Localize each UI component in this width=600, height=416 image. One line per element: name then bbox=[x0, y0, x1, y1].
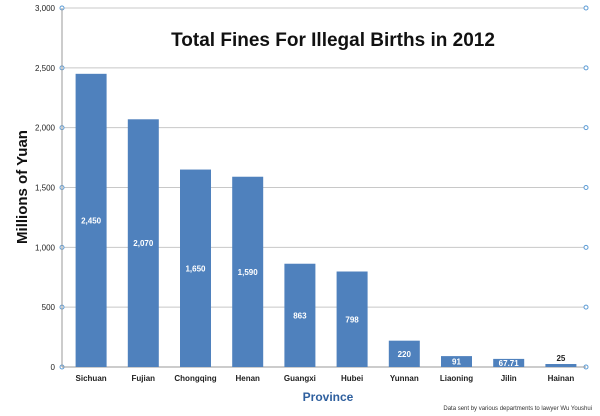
chart-title: Total Fines For Illegal Births in 2012 bbox=[171, 30, 495, 51]
gridline-marker-right bbox=[583, 5, 589, 11]
data-label: 1,590 bbox=[238, 268, 259, 277]
labels: 2,450 Sichuan 2,070 Fujian 1,650 Chongqing 1,5… bbox=[76, 216, 575, 383]
y-tick-label: 1,000 bbox=[35, 243, 56, 252]
x-axis-label: Province bbox=[303, 390, 354, 404]
gridline-marker-right bbox=[583, 304, 589, 310]
bar bbox=[441, 356, 472, 367]
data-label: 798 bbox=[345, 315, 359, 324]
y-tick-label: 3,000 bbox=[35, 4, 56, 13]
data-label: 2,070 bbox=[133, 239, 154, 248]
x-tick-label: Hubei bbox=[341, 374, 363, 383]
bar bbox=[388, 340, 420, 367]
data-label: 220 bbox=[398, 350, 412, 359]
y-tick-label: 0 bbox=[51, 363, 56, 372]
bar bbox=[284, 263, 316, 367]
y-axis-label: Millions of Yuan bbox=[14, 130, 31, 244]
x-tick-label: Guangxi bbox=[284, 374, 316, 383]
gridline-marker-right bbox=[583, 65, 589, 71]
bar bbox=[545, 364, 577, 367]
x-tick-label: Henan bbox=[235, 374, 260, 383]
x-tick-label: Chongqing bbox=[174, 374, 216, 383]
bar bbox=[180, 169, 211, 367]
y-tick-label: 2,500 bbox=[35, 64, 56, 73]
bar bbox=[336, 271, 368, 367]
y-tick-label: 2,000 bbox=[35, 124, 56, 133]
x-tick-label: Jilin bbox=[501, 374, 517, 383]
gridline-marker-right bbox=[583, 244, 589, 250]
source-note: Data sent by various departments to lawy… bbox=[443, 406, 592, 412]
x-tick-label: Hainan bbox=[548, 374, 575, 383]
y-tick-label: 1,500 bbox=[35, 184, 56, 193]
data-label: 25 bbox=[556, 354, 565, 363]
bar bbox=[232, 176, 264, 367]
data-label: 1,650 bbox=[185, 264, 206, 273]
x-tick-label: Liaoning bbox=[440, 374, 473, 383]
y-tick-label: 500 bbox=[42, 303, 56, 312]
bar bbox=[493, 358, 525, 367]
data-label: 67.71 bbox=[499, 359, 520, 368]
x-tick-label: Fujian bbox=[132, 374, 156, 383]
data-label: 2,450 bbox=[81, 216, 102, 225]
bar bbox=[75, 73, 107, 368]
bar bbox=[127, 119, 159, 367]
x-tick-label: Yunnan bbox=[390, 374, 419, 383]
gridline-marker-right bbox=[583, 185, 589, 190]
data-label: 863 bbox=[293, 311, 307, 320]
x-tick-label: Sichuan bbox=[76, 374, 107, 383]
bars bbox=[75, 73, 577, 368]
data-label: 91 bbox=[452, 358, 461, 367]
gridline-marker-right bbox=[583, 125, 589, 131]
